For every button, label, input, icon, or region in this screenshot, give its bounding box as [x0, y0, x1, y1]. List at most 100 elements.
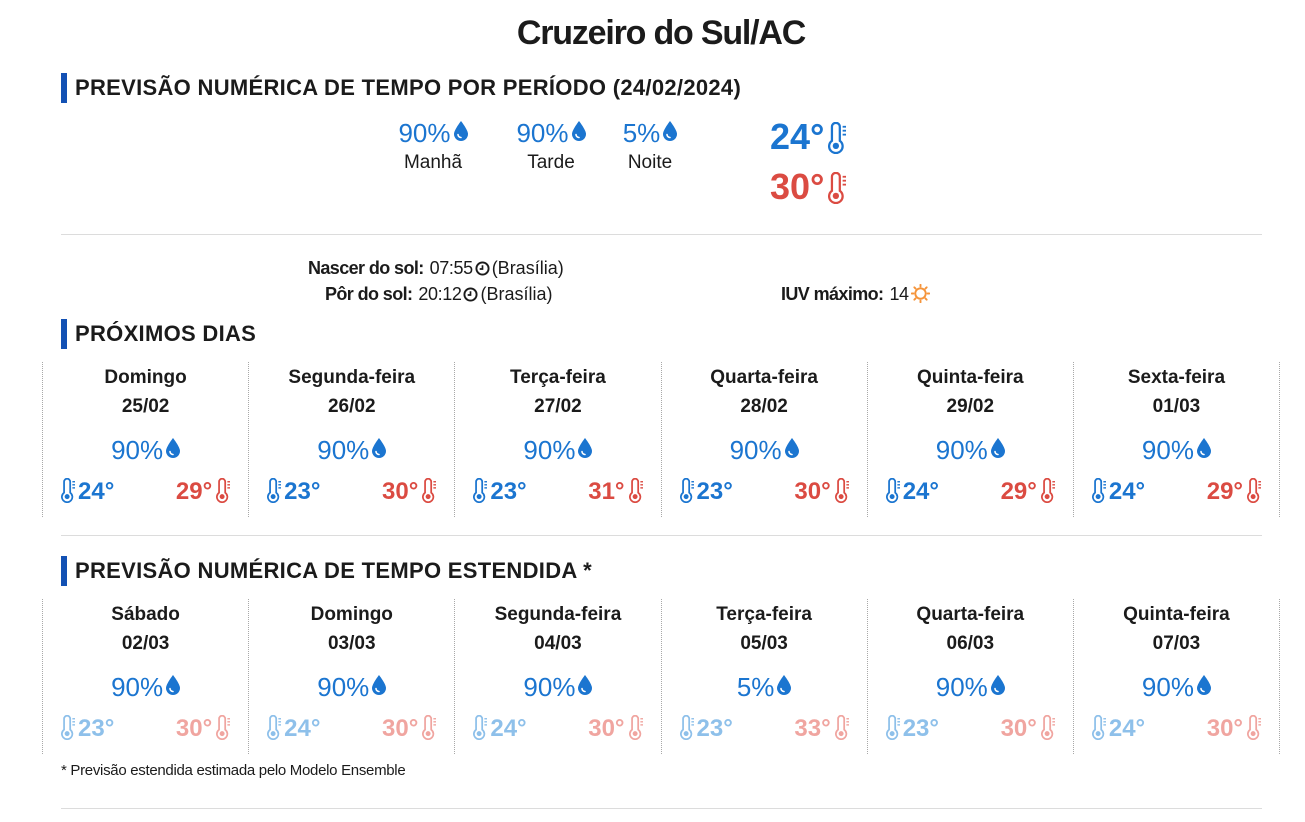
min-temperature: 23° [886, 715, 939, 743]
max-temperature: 31° [588, 478, 642, 506]
water-drop-icon [785, 438, 799, 458]
min-temperature: 24° [473, 715, 527, 743]
max-temperature: 30° [1207, 715, 1261, 743]
min-temperature: 24° [886, 478, 939, 506]
day-card: Sexta-feira 01/03 90% 24° 29° [1072, 362, 1281, 517]
day-date: 05/03 [740, 633, 788, 654]
clock-icon [475, 261, 490, 276]
thermometer-hot-icon [629, 478, 643, 503]
water-drop-icon [572, 121, 586, 141]
extended-days-cards: Sábado 02/03 90% 23° 30° Domingo 03/03 9… [42, 599, 1281, 754]
clock-icon [463, 287, 478, 302]
thermometer-hot-icon [216, 478, 230, 503]
thermometer-hot-icon [828, 172, 846, 204]
day-name: Quarta-feira [710, 367, 818, 388]
day-date: 29/02 [946, 396, 995, 417]
min-temperature: 23° [61, 715, 114, 743]
max-temperature: 30° [176, 715, 230, 743]
min-temperature: 24° [1092, 478, 1145, 506]
thermometer-cold-icon [886, 715, 900, 740]
thermometer-cold-icon [1092, 478, 1106, 503]
day-card: Quinta-feira 29/02 90% 24° 29° [866, 362, 1073, 517]
day-card: Quarta-feira 06/03 90% 23° 30° [866, 599, 1073, 754]
min-temperature: 24° [770, 116, 846, 158]
period-name: Noite [627, 152, 673, 173]
water-drop-icon [454, 121, 468, 141]
sunrise-info: Nascer do sol: 07:55 (Brasília) [308, 258, 564, 278]
period-afternoon: 90% Tarde [506, 118, 596, 174]
day-date: 02/03 [121, 633, 170, 654]
day-name: Terça-feira [510, 367, 606, 388]
water-drop-icon [1197, 675, 1211, 695]
day-date: 03/03 [327, 633, 376, 654]
thermometer-hot-icon [1247, 715, 1261, 740]
day-card: Terça-feira 05/03 5% 23° 33° [660, 599, 867, 754]
water-drop-icon [166, 675, 180, 695]
rain-probability: 90% [1074, 435, 1279, 466]
rain-probability: 90% [43, 435, 248, 466]
rain-probability: 90% [506, 118, 596, 149]
period-name: Manhã [403, 152, 463, 173]
day-card: Domingo 25/02 90% 24° 29° [42, 362, 248, 517]
day-name: Quinta-feira [916, 367, 1024, 388]
divider [61, 234, 1262, 235]
thermometer-hot-icon [1041, 478, 1055, 503]
thermometer-hot-icon [835, 478, 849, 503]
rain-probability: 90% [868, 672, 1073, 703]
day-card: Sábado 02/03 90% 23° 30° [42, 599, 248, 754]
water-drop-icon [372, 675, 386, 695]
next-days-heading: PRÓXIMOS DIAS [61, 319, 256, 349]
max-temperature: 30° [382, 478, 436, 506]
period-forecast-heading: PREVISÃO NUMÉRICA DE TEMPO POR PERÍODO (… [61, 73, 741, 103]
rain-probability: 90% [455, 435, 660, 466]
day-name: Segunda-feira [494, 604, 622, 625]
day-card: Quarta-feira 28/02 90% 23° 30° [660, 362, 867, 517]
thermometer-hot-icon [422, 715, 436, 740]
max-temperature: 30° [794, 478, 848, 506]
thermometer-hot-icon [835, 715, 849, 740]
day-name: Quarta-feira [916, 604, 1025, 625]
water-drop-icon [578, 438, 592, 458]
thermometer-cold-icon [267, 715, 281, 740]
water-drop-icon [663, 121, 677, 141]
rain-probability: 5% [605, 118, 695, 149]
max-temperature: 33° [794, 715, 848, 743]
day-card: Domingo 03/03 90% 24° 30° [248, 599, 454, 754]
rain-probability: 90% [388, 118, 478, 149]
rain-probability: 90% [249, 435, 454, 466]
rain-probability: 90% [43, 672, 248, 703]
day-name: Terça-feira [716, 604, 812, 625]
min-temperature: 23° [473, 478, 527, 506]
day-date: 04/03 [534, 633, 582, 654]
thermometer-hot-icon [422, 478, 436, 503]
thermometer-hot-icon [1041, 715, 1055, 740]
thermometer-cold-icon [886, 478, 900, 503]
max-temperature: 30° [1001, 715, 1055, 743]
max-temperature: 30° [588, 715, 642, 743]
min-temperature: 24° [1092, 715, 1145, 743]
water-drop-icon [777, 675, 791, 695]
min-temperature: 23° [267, 478, 320, 506]
rain-probability: 90% [868, 435, 1073, 466]
water-drop-icon [166, 438, 180, 458]
day-card: Terça-feira 27/02 90% 23° 31° [454, 362, 660, 517]
min-temperature: 24° [267, 715, 320, 743]
uv-index-info: IUV máximo: 14 [781, 284, 932, 305]
thermometer-cold-icon [61, 478, 75, 503]
min-temperature: 23° [680, 715, 733, 743]
max-temperature: 29° [1001, 478, 1055, 506]
day-name: Sexta-feira [1127, 367, 1226, 388]
day-date: 25/02 [121, 396, 170, 417]
extended-forecast-heading: PREVISÃO NUMÉRICA DE TEMPO ESTENDIDA * [61, 556, 592, 586]
divider [61, 808, 1262, 809]
thermometer-cold-icon [267, 478, 281, 503]
max-temperature: 30° [382, 715, 436, 743]
day-date: 06/03 [946, 633, 995, 654]
thermometer-cold-icon [473, 478, 487, 503]
day-date: 28/02 [740, 396, 788, 417]
water-drop-icon [1197, 438, 1211, 458]
max-temperature: 29° [1207, 478, 1261, 506]
max-temperature: 30° [770, 166, 846, 208]
thermometer-cold-icon [680, 715, 694, 740]
thermometer-hot-icon [629, 715, 643, 740]
